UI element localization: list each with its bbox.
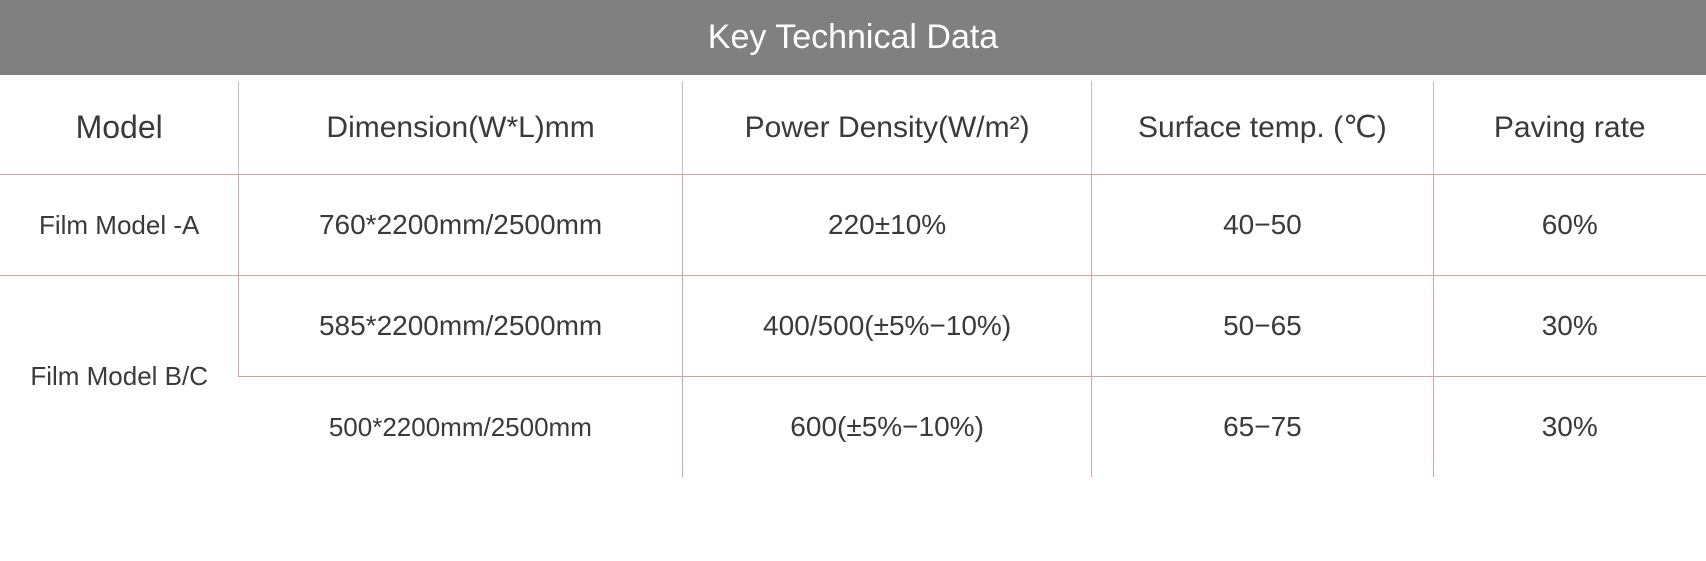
data-table: Model Dimension(W*L)mm Power Density(W/m… [0,81,1706,477]
cell-power-density: 220±10% [682,175,1091,276]
technical-data-table: Key Technical Data Model Dimension(W*L)m… [0,0,1706,477]
column-header-dimension: Dimension(W*L)mm [239,81,683,175]
cell-power-density: 400/500(±5%−10%) [682,276,1091,377]
cell-power-density: 600(±5%−10%) [682,377,1091,478]
column-header-power-density: Power Density(W/m²) [682,81,1091,175]
table-title: Key Technical Data [0,0,1706,75]
table-header-row: Model Dimension(W*L)mm Power Density(W/m… [0,81,1706,175]
cell-paving-rate: 60% [1433,175,1706,276]
table-body: Film Model -A 760*2200mm/2500mm 220±10% … [0,175,1706,478]
cell-surface-temp: 50−65 [1092,276,1433,377]
cell-dimension: 760*2200mm/2500mm [239,175,683,276]
cell-surface-temp: 65−75 [1092,377,1433,478]
table-row: 500*2200mm/2500mm 600(±5%−10%) 65−75 30% [0,377,1706,478]
column-header-surface-temp: Surface temp. (℃) [1092,81,1433,175]
column-header-model: Model [0,81,239,175]
table-row: Film Model B/C 585*2200mm/2500mm 400/500… [0,276,1706,377]
cell-surface-temp: 40−50 [1092,175,1433,276]
cell-paving-rate: 30% [1433,276,1706,377]
table-row: Film Model -A 760*2200mm/2500mm 220±10% … [0,175,1706,276]
column-header-paving-rate: Paving rate [1433,81,1706,175]
cell-model: Film Model B/C [0,276,239,478]
cell-model: Film Model -A [0,175,239,276]
cell-dimension: 500*2200mm/2500mm [239,377,683,478]
cell-paving-rate: 30% [1433,377,1706,478]
cell-dimension: 585*2200mm/2500mm [239,276,683,377]
